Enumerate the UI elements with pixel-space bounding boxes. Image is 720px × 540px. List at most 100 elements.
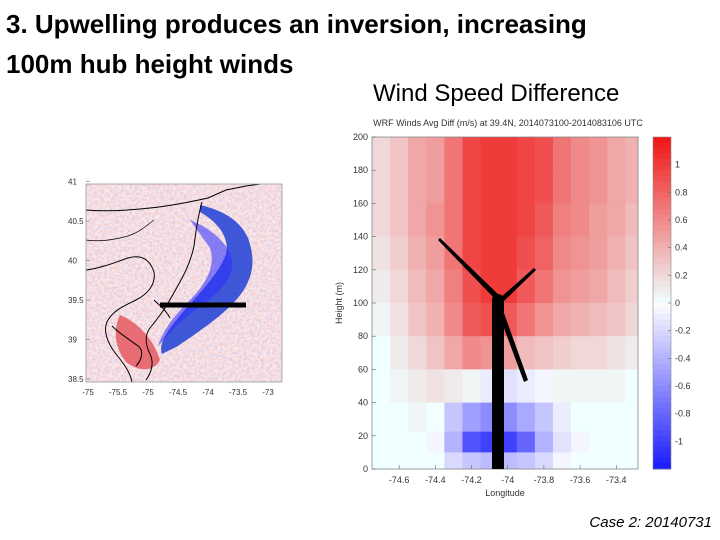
heatmap-cell bbox=[589, 431, 608, 453]
heatmap-cell bbox=[408, 336, 427, 370]
heatmap-cell bbox=[408, 303, 427, 337]
heatmap-cell bbox=[589, 369, 608, 403]
heatmap-cell bbox=[607, 369, 626, 403]
colorbar-segment bbox=[653, 386, 671, 393]
colorbar-tick-label: 0 bbox=[675, 298, 680, 308]
heatmap-cell bbox=[390, 269, 409, 304]
heatmap-cell bbox=[607, 137, 626, 171]
colorbar-segment bbox=[653, 457, 671, 464]
map-x-tick-label: -74.5 bbox=[169, 388, 188, 397]
heatmap-cell bbox=[462, 336, 481, 370]
heatmap-cell bbox=[589, 402, 608, 433]
heatmap-cell bbox=[462, 303, 481, 337]
longitude-tick-label: -73.8 bbox=[534, 475, 555, 485]
colorbar-tick-label: 1 bbox=[675, 160, 680, 170]
chart-subtitle: Wind Speed Difference bbox=[373, 80, 620, 107]
colorbar-segment bbox=[653, 231, 671, 238]
heatmap-cell bbox=[571, 431, 590, 453]
map-y-tick-label: 39.5 bbox=[68, 296, 84, 305]
height-tick-label: 180 bbox=[353, 165, 368, 175]
map-y-tick-label: 40.5 bbox=[68, 217, 84, 226]
colorbar-tick-label: 0.8 bbox=[675, 187, 688, 197]
colorbar-segment bbox=[653, 452, 671, 459]
heatmap-cell bbox=[462, 452, 481, 470]
heatmap-cell bbox=[607, 303, 626, 337]
colorbar-tick-label: 0.2 bbox=[675, 270, 688, 280]
colorbar-segment bbox=[653, 435, 671, 442]
heatmap-cell bbox=[408, 369, 427, 403]
colorbar-segment bbox=[653, 402, 671, 409]
colorbar-segment bbox=[653, 441, 671, 448]
heatmap-cell bbox=[534, 170, 554, 204]
colorbar-segment bbox=[653, 369, 671, 376]
heatmap-cell bbox=[372, 431, 391, 453]
map-y-tick-label: 39 bbox=[68, 336, 77, 345]
heatmap-cell bbox=[571, 452, 590, 470]
longitude-axis: -74.6 -74.4 -74.2 -74 -73.8 -73.6 -73.4 bbox=[389, 465, 627, 485]
heatmap-cell bbox=[408, 203, 427, 237]
heatmap-cell bbox=[516, 236, 536, 271]
heatmap-cell bbox=[426, 203, 445, 237]
height-tick-label: 60 bbox=[358, 364, 368, 374]
heatmap-cell bbox=[408, 452, 427, 470]
heatmap-cell bbox=[571, 336, 590, 370]
colorbar-ticks: 1 0.8 0.6 0.4 0.2 0 -0.2 -0.4 -0.6 -0.8 -1 bbox=[668, 160, 691, 446]
heatmap-cell bbox=[571, 303, 590, 337]
heatmap-cell bbox=[589, 336, 608, 370]
map-x-tick-label: -73.5 bbox=[229, 388, 248, 397]
heatmap-cell bbox=[552, 170, 572, 204]
heatmap-cell bbox=[444, 402, 463, 433]
colorbar-segment bbox=[653, 397, 671, 404]
colorbar-segment bbox=[653, 275, 671, 282]
heatmap-cell bbox=[534, 236, 554, 271]
heatmap-cell bbox=[534, 452, 554, 470]
longitude-tick-label: -73.4 bbox=[606, 475, 627, 485]
heatmap-cell bbox=[516, 452, 536, 470]
heatmap-cell bbox=[462, 236, 481, 271]
heatmap-cell bbox=[390, 336, 409, 370]
x-axis-label: Longitude bbox=[485, 488, 525, 498]
heatmap-cells bbox=[372, 137, 639, 470]
colorbar-segment bbox=[653, 291, 671, 298]
heatmap-cell bbox=[625, 236, 639, 271]
heatmap-cell bbox=[607, 336, 626, 370]
heatmap-cell bbox=[390, 402, 409, 433]
colorbar-segment bbox=[653, 197, 671, 204]
heatmap-cell bbox=[571, 170, 590, 204]
heatmap-cell bbox=[571, 269, 590, 304]
colorbar-segment bbox=[653, 363, 671, 370]
heatmap-cell bbox=[516, 402, 536, 433]
colorbar-segment bbox=[653, 374, 671, 381]
heatmap-cell bbox=[498, 203, 518, 237]
heatmap-cell bbox=[534, 303, 554, 337]
colorbar-segment bbox=[653, 170, 671, 177]
heatmap-cell bbox=[516, 137, 536, 171]
heatmap-cell bbox=[426, 137, 445, 171]
heatmap-cell bbox=[372, 269, 391, 304]
heatmap-cell bbox=[372, 170, 391, 204]
heatmap-cell bbox=[516, 336, 536, 370]
longitude-tick-label: -74.6 bbox=[389, 475, 410, 485]
colorbar-segment bbox=[653, 413, 671, 420]
heatmap-cell bbox=[625, 269, 639, 304]
height-tick-label: 140 bbox=[353, 232, 368, 242]
colorbar-segment bbox=[653, 319, 671, 326]
colorbar-segment bbox=[653, 192, 671, 199]
heatmap-cell bbox=[480, 236, 500, 271]
heatmap-cell bbox=[408, 137, 427, 171]
colorbar-segment bbox=[653, 181, 671, 188]
colorbar-segment bbox=[653, 336, 671, 343]
heatmap-cell bbox=[625, 303, 639, 337]
heatmap-cell bbox=[552, 137, 572, 171]
height-tick-label: 0 bbox=[363, 464, 368, 474]
heatmap-cell bbox=[498, 137, 518, 171]
heatmap-cell bbox=[552, 452, 572, 470]
colorbar-tick-label: -0.2 bbox=[675, 326, 691, 336]
heatmap-cell bbox=[552, 336, 572, 370]
y-axis-label: Height (m) bbox=[334, 282, 344, 324]
heatmap-cell bbox=[372, 452, 391, 470]
heatmap-cell bbox=[390, 303, 409, 337]
colorbar-segment bbox=[653, 148, 671, 155]
height-tick-label: 160 bbox=[353, 198, 368, 208]
